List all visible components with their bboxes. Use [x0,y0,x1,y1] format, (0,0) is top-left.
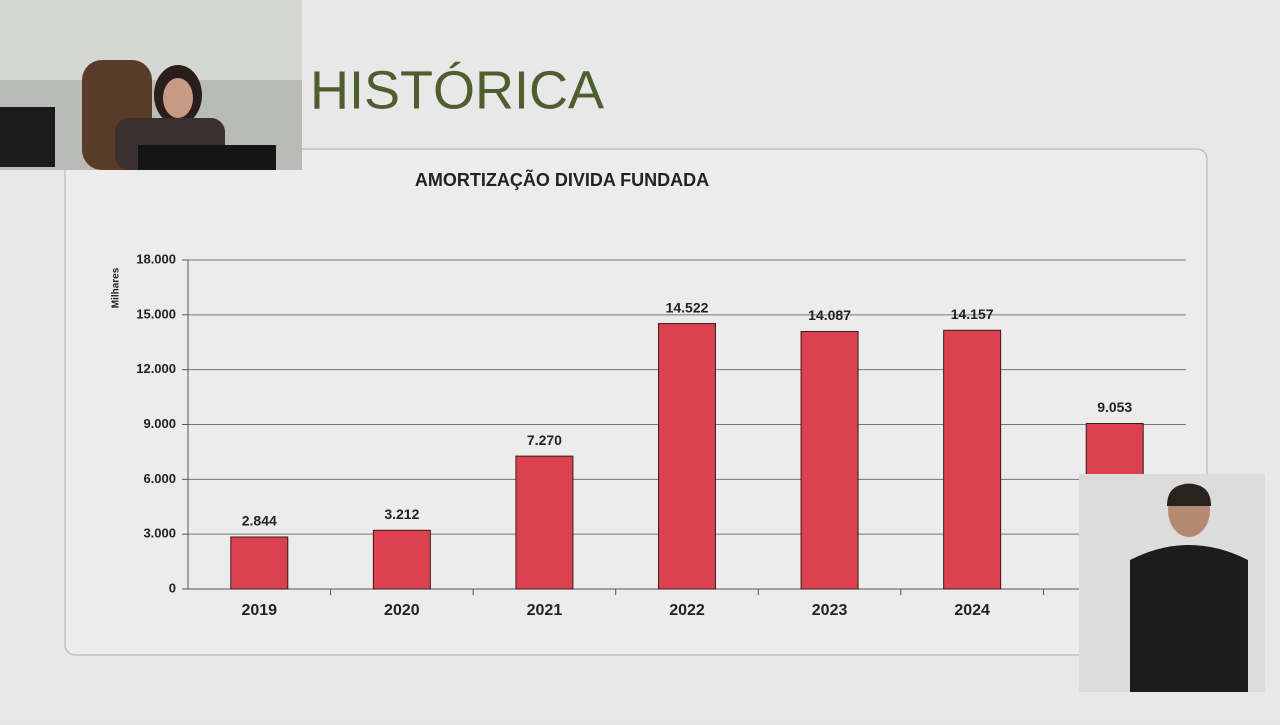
value-label: 9.053 [1097,399,1132,415]
x-tick-label: 2023 [812,602,848,619]
bar [800,331,859,590]
y-tick-label: 0 [169,580,176,595]
value-label: 7.270 [527,432,562,448]
chart-title: AMORTIZAÇÃO DIVIDA FUNDADA [415,169,709,190]
x-tick-label: 2024 [954,602,990,619]
y-tick-label: 6.000 [143,471,176,486]
y-tick-label: 15.000 [136,306,176,321]
y-tick-label: 3.000 [143,526,176,541]
bar [943,329,1002,590]
webcam-overlay [0,0,302,170]
speaker-face [163,78,193,118]
bar [230,536,289,590]
interpreter-hair [1167,484,1211,506]
value-label: 3.212 [384,506,419,522]
y-tick-label: 9.000 [143,416,176,431]
x-tick-label: 2020 [384,602,420,619]
x-tick-label: 2019 [241,602,277,619]
plot-area: 0 3.000 6.000 9.000 12.000 15.000 18.000 2019 2.… [136,251,1186,619]
interpreter-body [1130,545,1248,692]
y-axis-label: Milhares [111,267,122,308]
webcam-wall [0,0,302,80]
value-label: 14.157 [951,306,994,322]
monitor [138,145,276,170]
monitor-left [0,107,55,167]
x-tick-label: 2021 [527,602,563,619]
x-tick-label: 2022 [669,602,705,619]
bar [658,323,716,590]
value-label: 2.844 [242,513,277,529]
interpreter-overlay [1079,474,1265,692]
slide-title: HISTÓRICA [310,60,604,120]
value-label: 14.087 [808,307,851,323]
bar [372,529,431,590]
value-label: 14.522 [666,299,709,315]
y-tick-label: 18.000 [136,251,176,266]
chart-frame [64,148,1208,656]
bar [515,455,574,590]
y-tick-label: 12.000 [136,361,176,376]
